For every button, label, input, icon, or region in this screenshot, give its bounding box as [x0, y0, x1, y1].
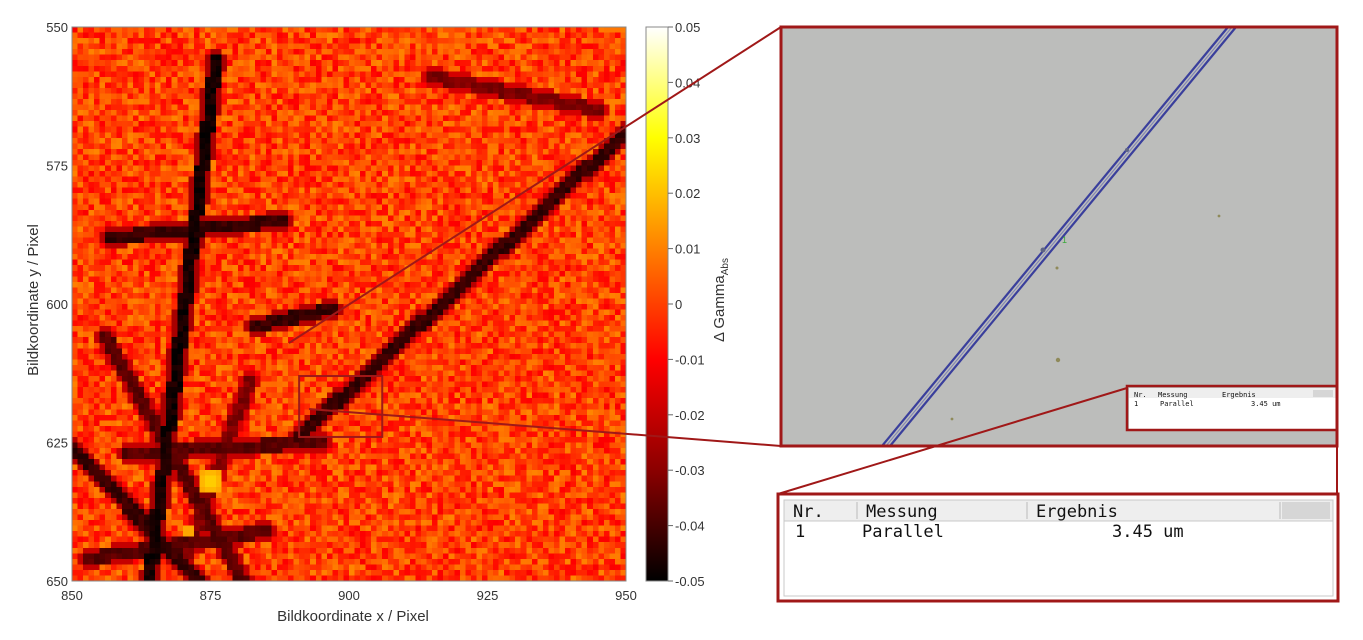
y-axis-ticks: 550 575 600 625 650	[46, 20, 68, 589]
x-tick-label: 875	[200, 588, 222, 603]
colorbar-tick-label: 0.03	[675, 131, 700, 146]
table-header-messung: Messung	[866, 502, 938, 522]
colorbar-tick-label: 0	[675, 297, 682, 312]
colorbar-gradient	[645, 26, 669, 582]
colorbar-tick-label: -0.03	[675, 463, 705, 478]
y-tick-label: 625	[46, 436, 68, 451]
table-header-nr: Nr.	[793, 502, 824, 522]
measurement-table: Nr. Messung Ergebnis 1 Parallel 3.45 um	[776, 492, 1340, 603]
colorbar-label-main: Δ Gamma	[711, 275, 728, 342]
colorbar-ticks: 0.05 0.04 0.03 0.02 0.01 0 -0.01 -0.02 -0.03 -0.0…	[668, 20, 705, 589]
y-tick-label: 600	[46, 297, 68, 312]
table-callout-left	[777, 387, 1128, 495]
x-tick-label: 950	[615, 588, 637, 603]
mini-table: Nr. Messung Ergebnis 1 Parallel 3.45 um	[1125, 384, 1339, 432]
fiber	[881, 26, 1237, 447]
micrograph-panel: 1 Nr. Messung Ergebnis 1 Parallel 3.45 u…	[779, 25, 1339, 448]
mini-cell-nr: 1	[1134, 400, 1138, 408]
colorbar-tick-label: 0.01	[675, 242, 700, 257]
colorbar-label-sub: Abs	[720, 258, 731, 275]
callout-line-bottom	[308, 408, 782, 447]
heatmap-panel: 850 875 900 925 950 550 575 600 625 650 Bildkoor…	[25, 20, 637, 625]
colorbar-tick-label: -0.05	[675, 574, 705, 589]
x-tick-label: 900	[338, 588, 360, 603]
y-tick-label: 575	[46, 159, 68, 174]
heatmap-frame	[71, 26, 627, 582]
micrograph-frame	[779, 25, 1339, 448]
x-tick-label: 850	[61, 588, 83, 603]
colorbar-tick-label: -0.04	[675, 519, 705, 534]
colorbar-tick-label: 0.02	[675, 186, 700, 201]
x-axis-label: Bildkoordinate x / Pixel	[277, 608, 429, 625]
table-header-ergebnis: Ergebnis	[1036, 502, 1118, 522]
colorbar-label: Δ GammaAbs	[711, 258, 731, 342]
colorbar-tick-label: 0.04	[675, 75, 700, 90]
y-axis-label: Bildkoordinate y / Pixel	[25, 224, 42, 376]
colorbar-tick-label: -0.01	[675, 352, 705, 367]
mini-header-nr: Nr.	[1134, 391, 1147, 399]
zoom-box	[298, 375, 384, 438]
x-tick-label: 925	[477, 588, 499, 603]
mini-cell-ergebnis: 3.45 um	[1251, 400, 1281, 408]
callout-line-top	[288, 26, 782, 344]
y-tick-label: 550	[46, 20, 68, 35]
colorbar-tick-label: -0.02	[675, 408, 705, 423]
table-cell-nr: 1	[795, 522, 805, 542]
table-cell-messung: Parallel	[862, 522, 944, 542]
colorbar: 0.05 0.04 0.03 0.02 0.01 0 -0.01 -0.02 -0.03 -0.0…	[645, 20, 731, 589]
mini-header-messung: Messung	[1158, 391, 1188, 399]
mini-header-ergebnis: Ergebnis	[1222, 391, 1256, 399]
y-tick-label: 650	[46, 574, 68, 589]
mini-cell-messung: Parallel	[1160, 400, 1194, 408]
micrograph-marker: 1	[1062, 235, 1067, 245]
colorbar-tick-label: 0.05	[675, 20, 700, 35]
x-axis-ticks: 850 875 900 925 950	[61, 588, 637, 603]
table-cell-ergebnis: 3.45 um	[1112, 522, 1184, 542]
micrograph-specks	[950, 148, 1221, 421]
